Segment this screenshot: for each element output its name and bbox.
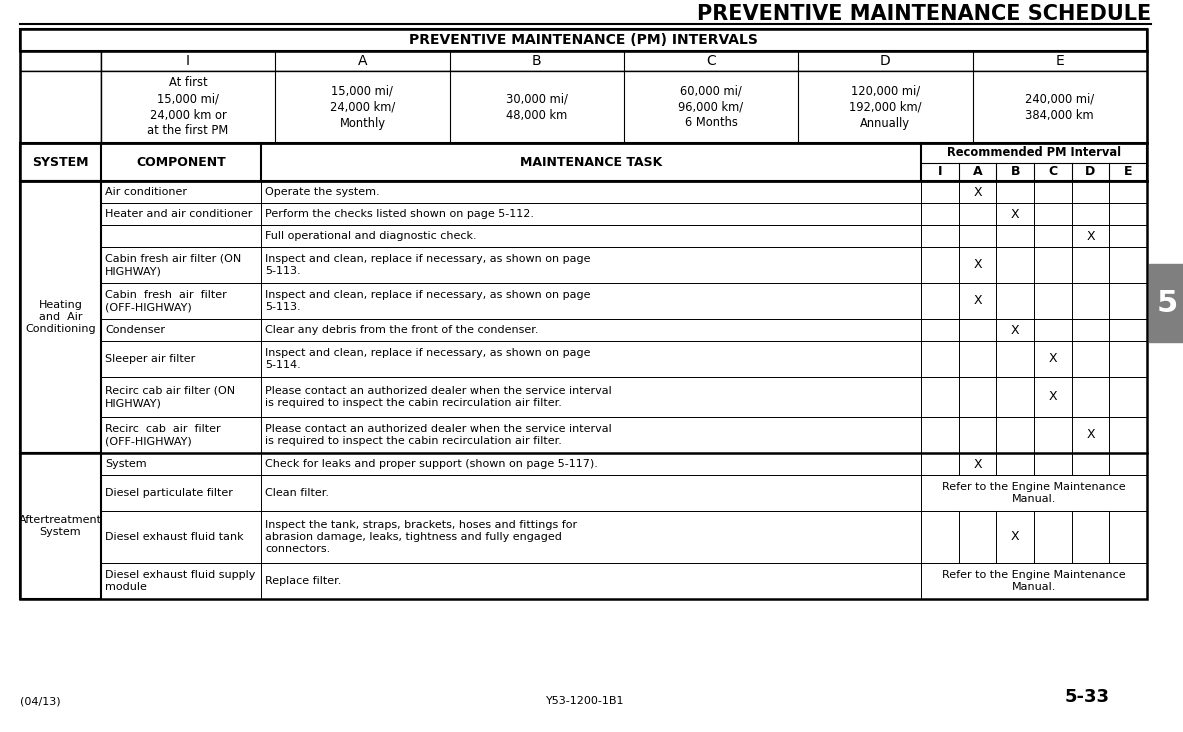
Text: Air conditioner: Air conditioner xyxy=(105,187,187,197)
Bar xyxy=(20,247,1146,283)
Text: 5-33: 5-33 xyxy=(1065,688,1110,706)
Text: Clear any debris from the front of the condenser.: Clear any debris from the front of the c… xyxy=(265,325,538,335)
Text: Inspect and clean, replace if necessary, as shown on page
5-113.: Inspect and clean, replace if necessary,… xyxy=(265,290,590,313)
Text: COMPONENT: COMPONENT xyxy=(136,155,226,168)
Text: X: X xyxy=(1011,207,1020,220)
Text: Heater and air conditioner: Heater and air conditioner xyxy=(105,209,252,219)
Text: A: A xyxy=(357,54,367,68)
Text: PREVENTIVE MAINTENANCE SCHEDULE: PREVENTIVE MAINTENANCE SCHEDULE xyxy=(697,4,1151,24)
Text: (04/13): (04/13) xyxy=(20,696,60,706)
Text: Full operational and diagnostic check.: Full operational and diagnostic check. xyxy=(265,231,477,241)
Text: Cabin fresh air filter (ON
HIGHWAY): Cabin fresh air filter (ON HIGHWAY) xyxy=(105,254,241,276)
Text: X: X xyxy=(974,185,982,198)
Bar xyxy=(20,453,1146,475)
Bar xyxy=(20,29,1146,599)
Text: X: X xyxy=(1011,324,1020,337)
Text: 240,000 mi/
384,000 km: 240,000 mi/ 384,000 km xyxy=(1026,92,1094,122)
Text: SYSTEM: SYSTEM xyxy=(32,155,89,168)
Bar xyxy=(20,181,101,453)
Text: I: I xyxy=(938,165,943,179)
Text: Operate the system.: Operate the system. xyxy=(265,187,380,197)
Bar xyxy=(20,341,1146,377)
Text: X: X xyxy=(974,458,982,471)
Text: System: System xyxy=(105,459,147,469)
Text: D: D xyxy=(880,54,891,68)
Text: E: E xyxy=(1055,54,1064,68)
Text: Inspect and clean, replace if necessary, as shown on page
5-113.: Inspect and clean, replace if necessary,… xyxy=(265,254,590,276)
Text: B: B xyxy=(1010,165,1020,179)
Text: Inspect and clean, replace if necessary, as shown on page
5-114.: Inspect and clean, replace if necessary,… xyxy=(265,348,590,370)
Text: PREVENTIVE MAINTENANCE (PM) INTERVALS: PREVENTIVE MAINTENANCE (PM) INTERVALS xyxy=(409,33,758,47)
Bar xyxy=(20,417,1146,453)
Text: Recirc  cab  air  filter
(OFF-HIGHWAY): Recirc cab air filter (OFF-HIGHWAY) xyxy=(105,424,220,447)
Bar xyxy=(20,283,1146,319)
Bar xyxy=(20,319,1146,341)
Bar xyxy=(20,29,1146,51)
Text: 15,000 mi/
24,000 km/
Monthly: 15,000 mi/ 24,000 km/ Monthly xyxy=(330,84,395,130)
Text: Please contact an authorized dealer when the service interval
is required to ins: Please contact an authorized dealer when… xyxy=(265,424,612,447)
Text: Recirc cab air filter (ON
HIGHWAY): Recirc cab air filter (ON HIGHWAY) xyxy=(105,386,235,408)
Text: MAINTENANCE TASK: MAINTENANCE TASK xyxy=(521,155,662,168)
Text: Sleeper air filter: Sleeper air filter xyxy=(105,354,195,364)
Bar xyxy=(20,51,101,71)
Text: 30,000 mi/
48,000 km: 30,000 mi/ 48,000 km xyxy=(506,92,568,122)
Bar xyxy=(20,203,1146,225)
Text: X: X xyxy=(974,258,982,272)
Text: Recommended PM Interval: Recommended PM Interval xyxy=(946,146,1121,160)
Text: I: I xyxy=(186,54,190,68)
Text: Refer to the Engine Maintenance
Manual.: Refer to the Engine Maintenance Manual. xyxy=(942,482,1126,504)
Text: A: A xyxy=(972,165,982,179)
Bar xyxy=(20,143,1146,181)
Bar xyxy=(20,377,1146,417)
Text: 5: 5 xyxy=(1157,288,1178,318)
Text: Condenser: Condenser xyxy=(105,325,164,335)
Text: Replace filter.: Replace filter. xyxy=(265,576,342,586)
Text: Perform the checks listed shown on page 5-112.: Perform the checks listed shown on page … xyxy=(265,209,535,219)
Text: 60,000 mi/
96,000 km/
6 Months: 60,000 mi/ 96,000 km/ 6 Months xyxy=(679,84,744,130)
Text: Diesel particulate filter: Diesel particulate filter xyxy=(105,488,233,498)
Text: X: X xyxy=(1086,428,1094,441)
Text: X: X xyxy=(1048,353,1058,365)
Text: Check for leaks and proper support (shown on page 5-117).: Check for leaks and proper support (show… xyxy=(265,459,599,469)
Bar xyxy=(101,51,1146,71)
Bar xyxy=(20,225,1146,247)
Bar xyxy=(1149,264,1183,342)
Bar xyxy=(20,475,1146,511)
Text: Heating
and  Air
Conditioning: Heating and Air Conditioning xyxy=(25,299,96,335)
Bar xyxy=(101,71,1146,143)
Text: X: X xyxy=(1086,230,1094,242)
Text: C: C xyxy=(1048,165,1058,179)
Text: Aftertreatment
System: Aftertreatment System xyxy=(19,515,102,537)
Text: D: D xyxy=(1085,165,1095,179)
Text: Inspect the tank, straps, brackets, hoses and fittings for
abrasion damage, leak: Inspect the tank, straps, brackets, hose… xyxy=(265,520,577,554)
Text: X: X xyxy=(1011,531,1020,543)
Text: C: C xyxy=(706,54,716,68)
Text: Diesel exhaust fluid tank: Diesel exhaust fluid tank xyxy=(105,532,244,542)
Bar xyxy=(20,181,1146,203)
Bar xyxy=(20,563,1146,599)
Text: X: X xyxy=(1048,390,1058,403)
Text: At first
15,000 mi/
24,000 km or
at the first PM: At first 15,000 mi/ 24,000 km or at the … xyxy=(148,77,228,138)
Text: B: B xyxy=(532,54,542,68)
Bar xyxy=(20,511,1146,563)
Text: X: X xyxy=(974,294,982,307)
Text: Please contact an authorized dealer when the service interval
is required to ins: Please contact an authorized dealer when… xyxy=(265,386,612,408)
Text: E: E xyxy=(1124,165,1132,179)
Bar xyxy=(20,181,101,453)
Text: Cabin  fresh  air  filter
(OFF-HIGHWAY): Cabin fresh air filter (OFF-HIGHWAY) xyxy=(105,290,227,313)
Text: Clean filter.: Clean filter. xyxy=(265,488,329,498)
Text: Y53-1200-1B1: Y53-1200-1B1 xyxy=(547,696,625,706)
Text: 120,000 mi/
192,000 km/
Annually: 120,000 mi/ 192,000 km/ Annually xyxy=(849,84,922,130)
Text: Diesel exhaust fluid supply
module: Diesel exhaust fluid supply module xyxy=(105,569,256,592)
Text: Refer to the Engine Maintenance
Manual.: Refer to the Engine Maintenance Manual. xyxy=(942,569,1126,592)
Bar xyxy=(20,71,101,143)
Bar xyxy=(20,453,101,599)
Bar xyxy=(20,453,101,599)
